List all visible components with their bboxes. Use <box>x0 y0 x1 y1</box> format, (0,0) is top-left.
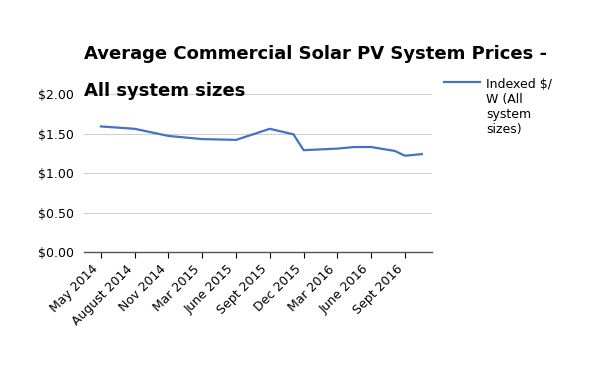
Text: Indexed $/
W (All
system
sizes): Indexed $/ W (All system sizes) <box>486 78 552 136</box>
Text: All system sizes: All system sizes <box>84 82 245 100</box>
Text: Average Commercial Solar PV System Prices -: Average Commercial Solar PV System Price… <box>84 45 547 63</box>
